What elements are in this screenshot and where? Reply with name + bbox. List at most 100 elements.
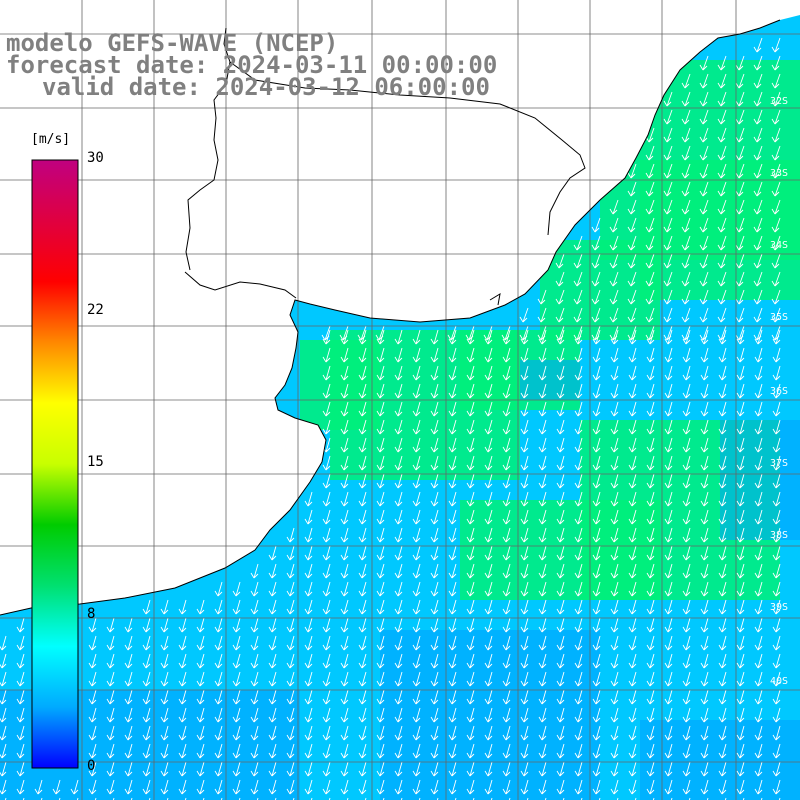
wind-arrow <box>430 455 439 471</box>
wind-arrow <box>574 635 583 651</box>
wind-arrow <box>754 491 763 507</box>
wind-arrow <box>718 437 727 453</box>
wind-arrow <box>682 365 691 381</box>
wind-arrow <box>736 707 745 723</box>
wind-arrow <box>663 325 673 341</box>
wind-arrow <box>700 455 709 471</box>
wind-arrow <box>250 689 259 705</box>
wind-arrow <box>754 635 763 651</box>
wind-arrow <box>520 491 529 507</box>
weak-wind-patch <box>520 360 580 400</box>
wind-arrow <box>412 419 421 435</box>
wind-arrow <box>537 325 547 341</box>
wind-arrow <box>376 491 385 507</box>
wind-arrow <box>646 779 655 795</box>
wind-arrow <box>376 509 385 525</box>
wind-arrow <box>448 761 457 777</box>
wind-arrow <box>358 635 367 651</box>
wind-arrow <box>394 653 403 669</box>
wind-arrow <box>610 725 619 741</box>
wind-arrow <box>250 725 259 741</box>
wind-arrow <box>304 689 313 705</box>
wind-arrow <box>124 671 133 687</box>
wind-arrow <box>592 779 601 795</box>
wind-arrow <box>538 653 547 669</box>
wind-arrow <box>376 347 385 363</box>
wind-arrow <box>394 671 403 687</box>
wind-arrow <box>286 725 295 741</box>
wind-arrow <box>771 235 781 251</box>
wind-arrow <box>556 509 565 525</box>
wind-arrow <box>448 419 457 435</box>
wind-arrow <box>574 365 583 381</box>
wind-arrow <box>628 725 637 741</box>
wind-arrow <box>627 217 637 233</box>
wind-arrow <box>502 761 511 777</box>
wind-arrow <box>646 653 655 669</box>
wind-arrow <box>358 725 367 741</box>
wind-arrow <box>556 401 565 417</box>
wind-arrow <box>664 581 673 597</box>
wind-arrow <box>196 761 205 777</box>
wind-arrow <box>681 109 691 125</box>
wind-arrow <box>142 725 151 741</box>
wind-arrow <box>735 73 745 89</box>
wind-arrow <box>646 671 655 687</box>
wind-arrow <box>573 253 583 269</box>
wind-arrow <box>718 779 727 795</box>
wind-arrow <box>592 401 601 417</box>
wind-arrow <box>592 635 601 651</box>
wind-arrow <box>538 365 547 381</box>
wind-arrow <box>699 289 709 305</box>
wind-arrow <box>681 325 691 341</box>
wind-arrow <box>646 617 655 633</box>
wind-arrow <box>754 617 763 633</box>
wind-arrow <box>717 181 727 197</box>
wind-arrow <box>736 347 745 363</box>
wind-arrow <box>160 635 169 651</box>
wind-arrow <box>753 181 763 197</box>
wind-arrow <box>214 617 223 633</box>
wind-arrow <box>520 581 529 597</box>
wind-arrow <box>556 419 565 435</box>
wind-arrow <box>699 91 709 107</box>
wind-arrow <box>646 437 655 453</box>
wind-arrow <box>735 163 745 179</box>
wind-arrow <box>754 347 763 363</box>
wind-arrow <box>502 491 511 507</box>
wind-arrow <box>430 671 439 687</box>
wind-arrow <box>772 635 781 651</box>
wind-arrow <box>339 325 349 341</box>
wind-arrow <box>555 271 565 287</box>
wind-arrow <box>627 325 637 341</box>
wind-arrow <box>466 689 475 705</box>
wind-arrow <box>304 671 313 687</box>
wind-arrow <box>736 653 745 669</box>
wind-arrow <box>592 347 601 363</box>
wind-arrow <box>376 563 385 579</box>
wind-arrow <box>16 725 25 741</box>
wind-arrow <box>286 581 295 597</box>
wind-arrow <box>556 689 565 705</box>
wind-arrow <box>700 707 709 723</box>
wind-arrow <box>358 581 367 597</box>
wind-arrow <box>340 725 349 741</box>
wind-arrow <box>556 707 565 723</box>
wind-arrow <box>16 761 25 777</box>
wind-arrow <box>358 707 367 723</box>
wind-arrow <box>627 289 637 305</box>
wind-arrow <box>322 563 331 579</box>
wind-arrow <box>0 689 7 705</box>
wind-arrow <box>358 653 367 669</box>
wind-arrow <box>736 581 745 597</box>
wind-arrow <box>448 617 457 633</box>
wind-arrow <box>718 707 727 723</box>
wind-arrow <box>646 401 655 417</box>
wind-arrow <box>772 653 781 669</box>
wind-arrow <box>502 509 511 525</box>
wind-arrow <box>322 599 331 615</box>
wind-arrow <box>430 383 439 399</box>
wind-arrow <box>663 289 673 305</box>
wind-arrow <box>753 163 763 179</box>
wind-arrow <box>664 365 673 381</box>
